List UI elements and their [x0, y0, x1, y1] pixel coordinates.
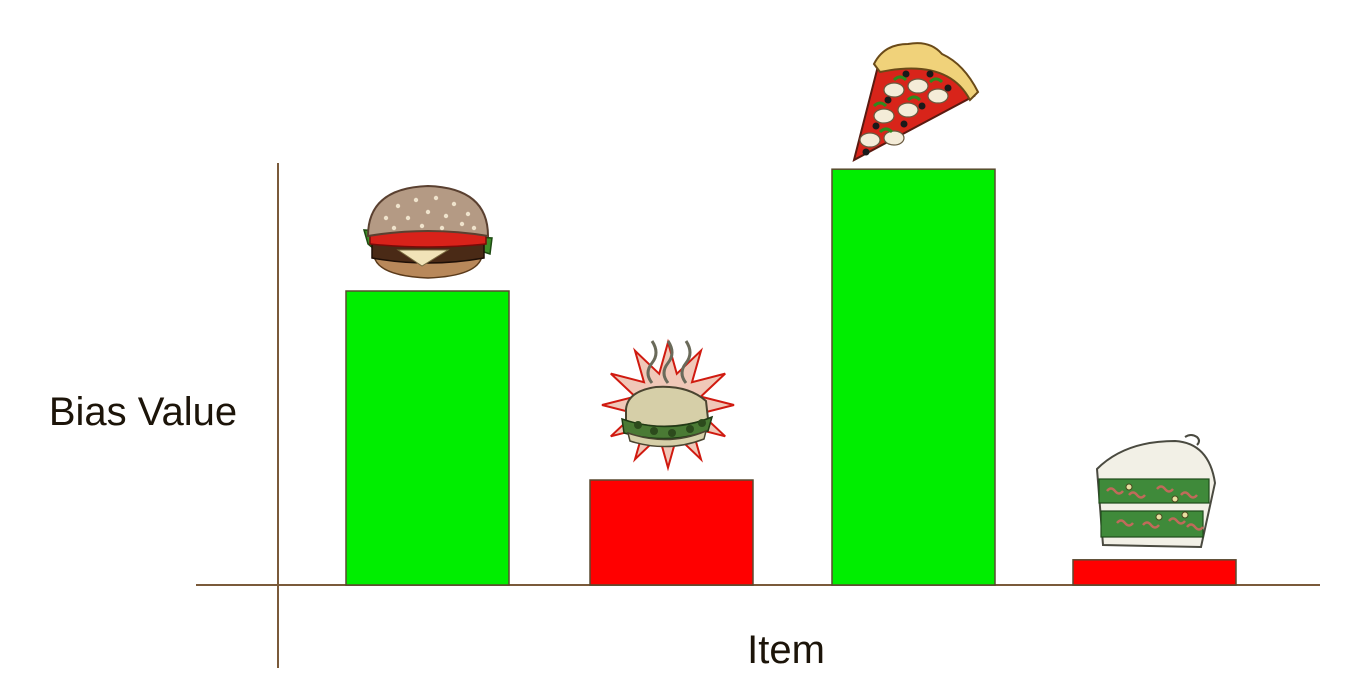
burger-icon [362, 184, 493, 279]
stinky-sandwich-icon [601, 338, 735, 472]
bars-group [345, 168, 1237, 586]
pizza-icon [852, 42, 980, 162]
bar-stinky-sandwich [589, 479, 754, 586]
bar-rotten-cake [1072, 559, 1237, 586]
icons-group [362, 42, 1217, 549]
y-axis-label: Bias Value [49, 390, 237, 434]
rotten-cake-icon [1095, 434, 1217, 549]
bar-pizza [831, 168, 996, 586]
bar-burger [345, 290, 510, 586]
x-axis-label: Item [747, 628, 825, 672]
